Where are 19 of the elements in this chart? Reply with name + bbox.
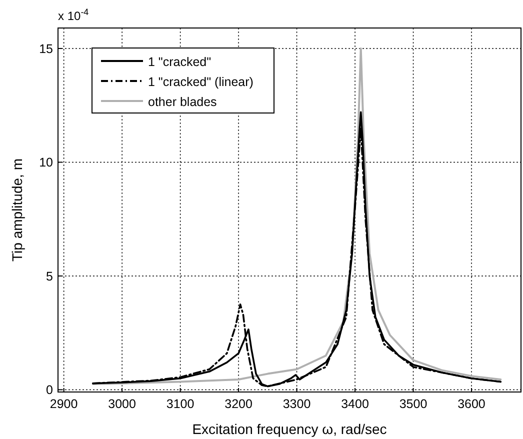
x-tick-label: 3600 [458,397,486,411]
legend-label: 1 "cracked" (linear) [148,75,254,89]
y-tick-label: 0 [46,383,54,398]
legend-label: other blades [148,95,217,109]
x-tick-label: 3400 [341,397,369,411]
y-tick-label: 5 [46,269,54,284]
x-tick-label: 3300 [282,397,311,411]
legend-label: 1 "cracked" [148,55,212,69]
x-axis-title: Excitation frequency ω, rad/sec [192,421,387,437]
y-tick-label: 10 [39,156,54,170]
text: x 10$^{-4}$ [58,7,89,23]
y-axis-title: Tip amplitude, m [9,158,25,262]
x-tick-label: 3200 [224,397,252,411]
x-tick-label: 3100 [166,397,194,411]
x-tick-label: 3500 [399,397,428,411]
y-tick-label: 15 [39,42,54,56]
x-tick-label: 2900 [50,397,78,411]
x-tick-label: 3000 [108,397,136,411]
line-series [92,47,502,386]
